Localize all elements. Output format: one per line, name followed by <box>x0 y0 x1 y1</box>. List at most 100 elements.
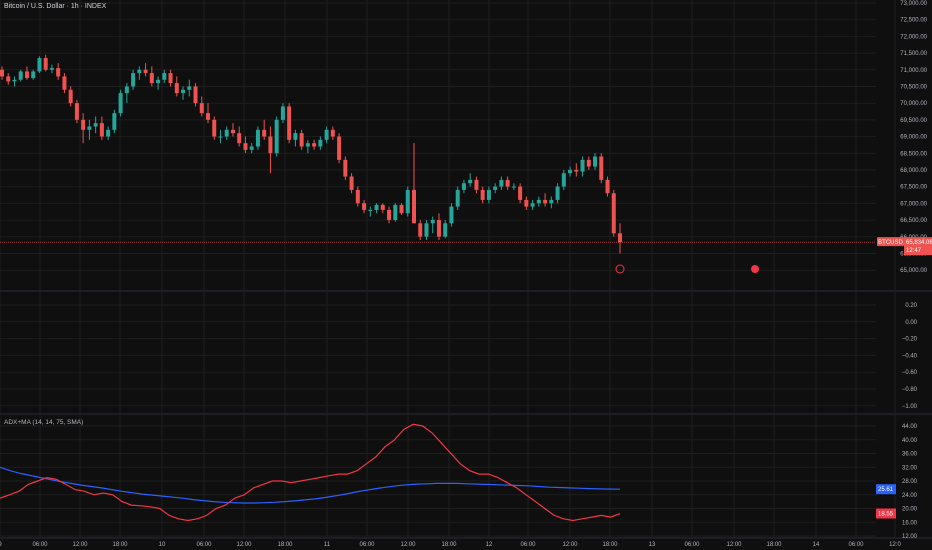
candle-body <box>87 126 92 130</box>
price-tick-label: 72,500.00 <box>900 18 927 24</box>
candle-body <box>280 106 285 120</box>
candle-body <box>374 204 379 210</box>
candle-body <box>468 179 473 184</box>
candle-body <box>218 136 223 138</box>
candle-body <box>112 113 117 130</box>
adx-tick-label: 36.00 <box>902 452 918 458</box>
candle-body <box>62 76 67 90</box>
candle-body <box>511 186 516 188</box>
adx-value-badge <box>876 508 896 519</box>
candle-body <box>131 73 136 87</box>
candle-body <box>393 204 398 220</box>
adx-value-label: 18.55 <box>878 511 894 517</box>
flag-marker-icon <box>751 265 759 273</box>
indicator2-tick-label: −1.00 <box>902 404 918 410</box>
adx-tick-label: 32.00 <box>902 465 918 471</box>
candle-body <box>599 156 604 180</box>
candle-body <box>37 58 42 72</box>
adx-tick-label: 24.00 <box>902 493 918 499</box>
ma-series-line <box>0 466 621 504</box>
countdown-label: 12:47 <box>906 248 922 254</box>
symbol-label: BTCUSD <box>878 240 903 246</box>
candle-body <box>299 133 304 147</box>
candle-body <box>293 133 298 140</box>
candle-body <box>124 86 129 94</box>
candle-body <box>93 123 98 127</box>
indicator2-tick-label: −0.80 <box>902 387 918 393</box>
candle-body <box>405 189 410 214</box>
time-tick-label: 06:00 <box>196 542 212 548</box>
price-tick-label: 69,500.00 <box>900 118 927 124</box>
candle-body <box>436 219 441 237</box>
candle-body <box>368 209 373 211</box>
price-tick-label: 65,000.00 <box>900 268 927 274</box>
price-tick-label: 73,000.00 <box>900 1 927 7</box>
time-tick-label: 06:00 <box>684 542 700 548</box>
candle-body <box>505 179 510 187</box>
candle-body <box>187 86 192 90</box>
candle-body <box>561 173 566 187</box>
candle-body <box>387 209 392 220</box>
candle-body <box>255 129 260 147</box>
candle-body <box>24 71 29 79</box>
last-price-label: 65,834.06 <box>906 240 932 246</box>
candle-body <box>324 129 329 140</box>
indicator2-tick-label: −0.60 <box>902 370 918 376</box>
time-tick-label: 06:00 <box>359 542 375 548</box>
candle-body <box>424 223 429 237</box>
candle-body <box>412 189 416 224</box>
price-tick-label: 71,000.00 <box>900 68 927 74</box>
time-tick-label: 12:00 <box>562 542 578 548</box>
candle-body <box>568 169 573 174</box>
candle-body <box>12 79 17 82</box>
time-tick-label: 14 <box>813 542 820 548</box>
candle-body <box>618 233 622 243</box>
indicator2-tick-label: −0.40 <box>902 353 918 359</box>
candle-body <box>249 146 254 150</box>
event-marker-icon <box>615 264 625 274</box>
time-tick-label: 11 <box>324 542 331 548</box>
time-tick-label: 12:00 <box>400 542 416 548</box>
candle-body <box>137 69 142 74</box>
time-tick-label: 13 <box>649 542 656 548</box>
candle-body <box>455 189 460 207</box>
time-tick-label: 18:00 <box>277 542 293 548</box>
indicator2-tick-label: 0.00 <box>905 320 917 326</box>
candle-body <box>212 119 217 137</box>
candle-body <box>530 203 535 207</box>
time-tick-label: 18:00 <box>441 542 457 548</box>
price-tick-label: 68,500.00 <box>900 151 927 157</box>
price-tick-label: 67,500.00 <box>900 185 927 191</box>
candle-body <box>305 143 310 147</box>
adx-tick-label: 44.00 <box>902 424 918 430</box>
candle-body <box>162 73 167 80</box>
symbol-badge <box>877 237 904 247</box>
candle-body <box>143 69 148 74</box>
price-tick-label: 66,500.00 <box>900 218 927 224</box>
last-price-badge <box>904 237 932 256</box>
candle-body <box>418 223 423 237</box>
candle-body <box>549 199 554 204</box>
candle-body <box>586 159 591 167</box>
candle-body <box>355 189 360 204</box>
time-tick-label: 9 <box>0 542 2 548</box>
candle-body <box>343 159 348 177</box>
candle-body <box>49 68 54 70</box>
candle-body <box>262 129 267 137</box>
candle-body <box>330 129 335 137</box>
candle-body <box>268 136 273 154</box>
candle-body <box>237 133 242 144</box>
price-tick-label: 72,000.00 <box>900 34 927 40</box>
time-tick-label: 06:00 <box>848 542 864 548</box>
indicator2-tick-label: 0.20 <box>905 303 917 309</box>
adx-tick-label: 28.00 <box>902 479 918 485</box>
candle-body <box>274 119 279 154</box>
candle-body <box>543 199 548 204</box>
candle-body <box>174 83 179 94</box>
candle-body <box>480 189 485 200</box>
candle-body <box>156 79 161 84</box>
adx-series-line <box>0 423 621 522</box>
candle-body <box>149 73 154 84</box>
adx-tick-label: 40.00 <box>902 438 918 444</box>
